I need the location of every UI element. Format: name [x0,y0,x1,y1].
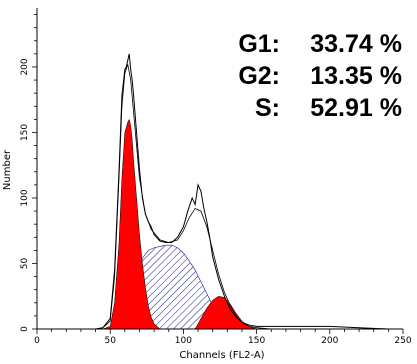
s-percentage-label: S: [255,94,280,122]
x-axis-label: Channels (FL2-A) [179,350,264,361]
x-axis-tick-label: 0 [34,336,40,346]
g1-percentage-value: 33.74 % [310,30,402,58]
y-axis-tick-label: 100 [20,189,30,206]
plot-area [95,53,389,330]
y-axis-tick-label: 50 [20,257,30,269]
x-axis-tick-label: 50 [104,336,116,346]
y-axis-tick-label: 0 [20,326,30,332]
x-axis-tick-label: 200 [321,336,338,346]
histogram-line [95,53,389,330]
g2-percentage-label: G2: [238,62,280,90]
axes: 0 50 100 150 200 250 0 50 100 150 200 [20,8,412,346]
g1-percentage-label: G1: [238,30,280,58]
x-axis-tick-label: 250 [394,336,411,346]
y-axis-tick-label: 150 [20,124,30,141]
y-axis-tick-label: 200 [20,58,30,75]
g2-percentage-value: 13.35 % [310,62,402,90]
x-axis-tick-label: 150 [248,336,265,346]
series-g1-area [102,118,161,330]
x-axis-tick-label: 100 [175,336,192,346]
s-percentage-value: 52.91 % [310,94,402,122]
y-axis-label: Number [2,149,13,190]
